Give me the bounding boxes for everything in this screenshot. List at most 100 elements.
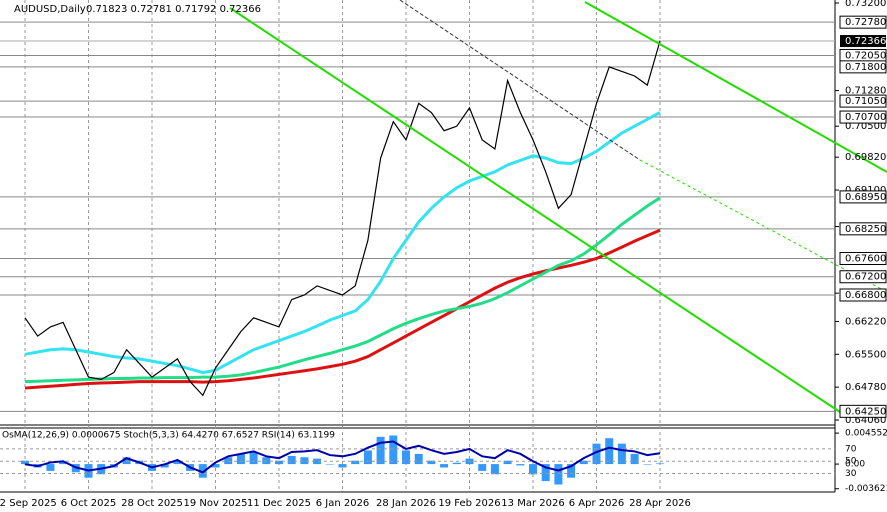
osma-bar: [198, 464, 207, 478]
osma-bar: [287, 455, 296, 465]
y-tick-label: 0.64060: [845, 415, 886, 426]
y-tick-label: 0.66220: [845, 316, 886, 327]
osma-bar: [541, 464, 550, 482]
osma-bar: [313, 458, 322, 465]
level-label: 0.67200: [845, 272, 886, 283]
osma-bar: [236, 453, 245, 465]
current-price-box: [840, 35, 886, 48]
osma-bar: [516, 464, 525, 466]
plot-layer: [0, 0, 835, 492]
header-ohlc: 0.71823 0.72781 0.71792 0.72366: [86, 4, 261, 15]
osma-bar: [122, 457, 131, 465]
osma-bar: [554, 464, 563, 485]
level-box: [839, 15, 887, 29]
osma-bar: [300, 457, 309, 465]
rsi-tick-label: 50: [845, 457, 857, 467]
y-tick-label: 0.64780: [845, 382, 886, 393]
osma-bar: [59, 462, 68, 465]
level-label: 0.71050: [845, 96, 886, 107]
osma-bar: [503, 460, 512, 465]
header-symbol: AUDUSD,Daily: [14, 4, 86, 15]
level-box: [839, 190, 887, 204]
level-label: 0.67600: [845, 253, 886, 264]
x-tick-label: 19 Nov 2025: [183, 498, 247, 509]
osma-bar: [617, 443, 626, 465]
osma-bar: [630, 453, 639, 465]
osma-bar: [643, 464, 652, 465]
osma-bar: [440, 464, 449, 468]
level-label: 0.66800: [845, 290, 886, 301]
rsi-tick-label: 70: [845, 444, 857, 454]
rsi-tick-label: 30: [845, 469, 857, 479]
y-tick-label: 0.73200: [845, 0, 886, 9]
level-label: 0.68250: [845, 224, 886, 235]
price-line: [24, 40, 661, 397]
osma-bar: [46, 464, 55, 471]
price-line: [24, 111, 661, 375]
osma-bar: [402, 450, 410, 465]
osma-bar: [224, 457, 233, 465]
trend-line: [584, 1, 887, 173]
x-tick-label: 28 Jan 2026: [376, 498, 436, 509]
osma-bar: [262, 457, 271, 465]
osma-bar: [376, 436, 385, 465]
x-tick-label: 6 Oct 2025: [61, 498, 116, 509]
level-box: [839, 60, 887, 74]
level-box: [839, 94, 887, 108]
x-tick-label: 28 Oct 2025: [121, 498, 183, 509]
level-box: [839, 222, 887, 236]
osma-bar: [567, 464, 576, 478]
y-tick-label: 0.71280: [845, 86, 886, 97]
x-tick-label: 12 Sep 2025: [0, 498, 57, 509]
level-box: [839, 251, 887, 265]
osma-bar: [351, 460, 360, 465]
osma-bar: [490, 464, 499, 475]
level-box: [839, 270, 887, 284]
level-label: 0.68950: [845, 192, 886, 203]
osma-bar: [414, 453, 423, 465]
osma-bar: [160, 464, 169, 468]
price-line: [24, 196, 661, 384]
osma-bar: [173, 460, 182, 465]
level-label: 0.64250: [845, 406, 886, 417]
current-price-label: 0.72366: [845, 36, 886, 47]
osma-bar: [592, 443, 601, 465]
level-box: [839, 404, 887, 418]
osma-tick-label: -0.0036211: [845, 484, 887, 494]
osma-bar: [478, 464, 487, 471]
osma-bar: [427, 460, 436, 465]
trend-line: [639, 159, 887, 293]
y-tick-label: 0.65500: [845, 349, 886, 360]
x-tick-label: 28 Apr 2026: [629, 498, 691, 509]
rsi-line: [24, 440, 661, 474]
osma-bar: [275, 460, 283, 465]
osma-bar: [249, 451, 258, 465]
osma-bar: [211, 464, 220, 468]
osma-bar: [389, 435, 398, 465]
x-tick-label: 11 Dec 2025: [247, 498, 311, 509]
indicator-legend: OsMA(12,26,9) 0.0000675 Stoch(5,3,3) 64.…: [2, 431, 335, 441]
level-label: 0.72780: [845, 17, 886, 28]
trend-line: [229, 7, 841, 413]
x-tick-label: 6 Apr 2026: [569, 498, 624, 509]
osma-tick-label: 0.0045527: [845, 429, 887, 439]
osma-bar: [656, 463, 664, 465]
level-label: 0.71800: [845, 62, 886, 73]
osma-bar: [363, 450, 372, 465]
x-tick-label: 13 Mar 2026: [501, 498, 564, 509]
osma-bar: [21, 460, 29, 465]
y-tick-label: 0.70500: [845, 121, 886, 132]
level-label: 0.70700: [845, 112, 886, 123]
level-box: [839, 110, 887, 124]
osma-bar: [325, 464, 334, 465]
osma-bar: [605, 438, 614, 465]
trend-line: [399, 0, 641, 161]
y-tick-label: 0.69820: [845, 152, 886, 163]
osma-bar: [579, 460, 588, 465]
osma-bar: [529, 464, 537, 475]
level-box: [839, 288, 887, 302]
level-label: 0.72050: [845, 50, 886, 61]
x-tick-label: 19 Feb 2026: [438, 498, 500, 509]
osma-tick-label: 0.00: [845, 460, 865, 470]
